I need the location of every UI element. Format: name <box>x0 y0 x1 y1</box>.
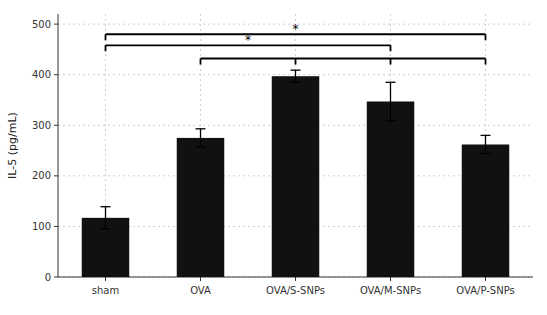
chart-container: 0 100 200 300 400 500 sham OVA OVA/S-SNPs OVA/M-S… <box>0 0 547 315</box>
significance-label: * <box>293 22 299 36</box>
y-tick-label: 200 <box>32 170 51 181</box>
y-tick <box>54 125 58 126</box>
y-tick <box>54 74 58 75</box>
y-axis-line <box>58 14 59 277</box>
x-tick <box>295 277 296 281</box>
y-tick-label: 100 <box>32 221 51 232</box>
x-tick <box>105 277 106 281</box>
y-tick-label: 0 <box>45 272 51 283</box>
x-tick-label: OVA/S-SNPs <box>266 285 325 296</box>
chart: 0 100 200 300 400 500 sham OVA OVA/S-SNPs OVA/M-S… <box>0 0 547 315</box>
y-tick-label: 300 <box>32 120 51 131</box>
bar <box>177 138 225 277</box>
y-tick <box>54 277 58 278</box>
y-axis-label: IL-5 (pg/mL) <box>6 112 19 179</box>
brackets <box>106 34 486 64</box>
significance-bracket <box>201 59 486 65</box>
y-tick <box>54 175 58 176</box>
x-tick-label: sham <box>92 285 119 296</box>
y-tick-label: 400 <box>32 69 51 80</box>
annotation-labels: ** <box>245 22 299 47</box>
axes: 0 100 200 300 400 500 sham OVA OVA/S-SNPs OVA/M-S… <box>32 14 533 296</box>
x-tick <box>485 277 486 281</box>
x-tick <box>200 277 201 281</box>
error-bar <box>386 82 396 120</box>
error-bar <box>481 135 491 153</box>
y-tick <box>54 226 58 227</box>
grid <box>58 14 533 277</box>
bar <box>272 76 320 277</box>
bar <box>367 101 415 277</box>
y-tick-label: 500 <box>32 19 51 30</box>
x-tick <box>390 277 391 281</box>
plot-area <box>82 70 510 277</box>
error-bar <box>291 70 301 82</box>
bar <box>462 144 510 277</box>
error-bar <box>196 129 206 147</box>
y-tick <box>54 24 58 25</box>
x-tick-label: OVA <box>190 285 211 296</box>
x-tick-label: OVA/P-SNPs <box>456 285 514 296</box>
x-tick-label: OVA/M-SNPs <box>360 285 421 296</box>
error-bar <box>101 207 111 229</box>
significance-label: * <box>245 33 251 47</box>
